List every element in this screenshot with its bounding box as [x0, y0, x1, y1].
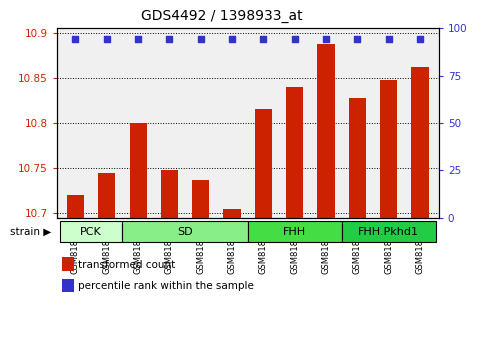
Text: GDS4492 / 1398933_at: GDS4492 / 1398933_at	[141, 9, 303, 23]
Point	[197, 36, 205, 42]
Bar	[349, 98, 366, 218]
Point	[322, 36, 330, 42]
Bar	[130, 123, 147, 218]
Point	[259, 36, 267, 42]
Bar	[98, 173, 115, 218]
Point	[385, 36, 392, 42]
Point	[134, 36, 142, 42]
Text: FHH.Pkhd1: FHH.Pkhd1	[358, 227, 419, 236]
Bar	[411, 67, 428, 218]
Point	[71, 36, 79, 42]
Bar	[60, 221, 122, 242]
Bar	[67, 195, 84, 218]
Point	[416, 36, 424, 42]
Point	[228, 36, 236, 42]
Text: PCK: PCK	[80, 227, 102, 236]
Bar	[161, 170, 178, 218]
Bar	[380, 80, 397, 218]
Bar	[317, 44, 335, 218]
Point	[291, 36, 299, 42]
Bar	[223, 209, 241, 218]
Text: percentile rank within the sample: percentile rank within the sample	[78, 281, 254, 291]
Text: transformed count: transformed count	[78, 260, 175, 270]
Bar	[192, 180, 210, 218]
Text: SD: SD	[177, 227, 193, 236]
Point	[103, 36, 111, 42]
Bar	[248, 221, 342, 242]
Point	[166, 36, 174, 42]
Bar	[342, 221, 436, 242]
Bar	[255, 109, 272, 218]
Bar	[122, 221, 248, 242]
Text: strain ▶: strain ▶	[10, 227, 51, 236]
Point	[353, 36, 361, 42]
Text: FHH: FHH	[283, 227, 306, 236]
Bar	[286, 87, 303, 218]
